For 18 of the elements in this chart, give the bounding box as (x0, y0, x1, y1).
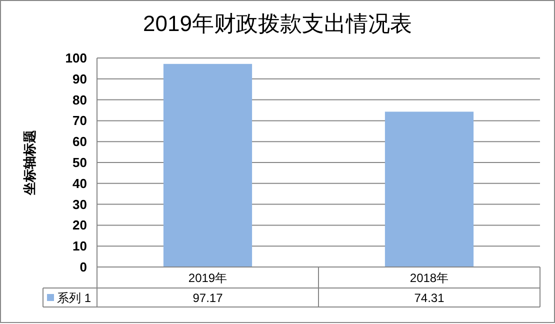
x-tick-label: 2018年 (410, 271, 449, 285)
y-tick-label: 20 (72, 218, 87, 233)
legend-label: 系列 1 (57, 291, 92, 305)
y-tick-label: 60 (72, 134, 87, 150)
y-tick-label: 70 (72, 113, 87, 128)
data-label: 74.31 (414, 291, 445, 305)
y-tick-label: 100 (65, 50, 87, 66)
data-label: 97.17 (192, 291, 224, 305)
y-tick-label: 40 (72, 176, 87, 191)
y-tick-label: 80 (72, 92, 87, 108)
y-tick-label: 50 (72, 155, 87, 170)
y-tick-label: 90 (72, 71, 87, 86)
y-tick-label: 0 (80, 260, 87, 274)
y-axis-title: 坐标轴标题 (22, 130, 37, 196)
x-tick-label: 2019年 (188, 271, 228, 285)
chart-title: 2019年财政拨款支出情况表 (143, 11, 412, 36)
y-tick-label: 10 (72, 238, 87, 254)
y-tick-label: 30 (72, 196, 87, 212)
